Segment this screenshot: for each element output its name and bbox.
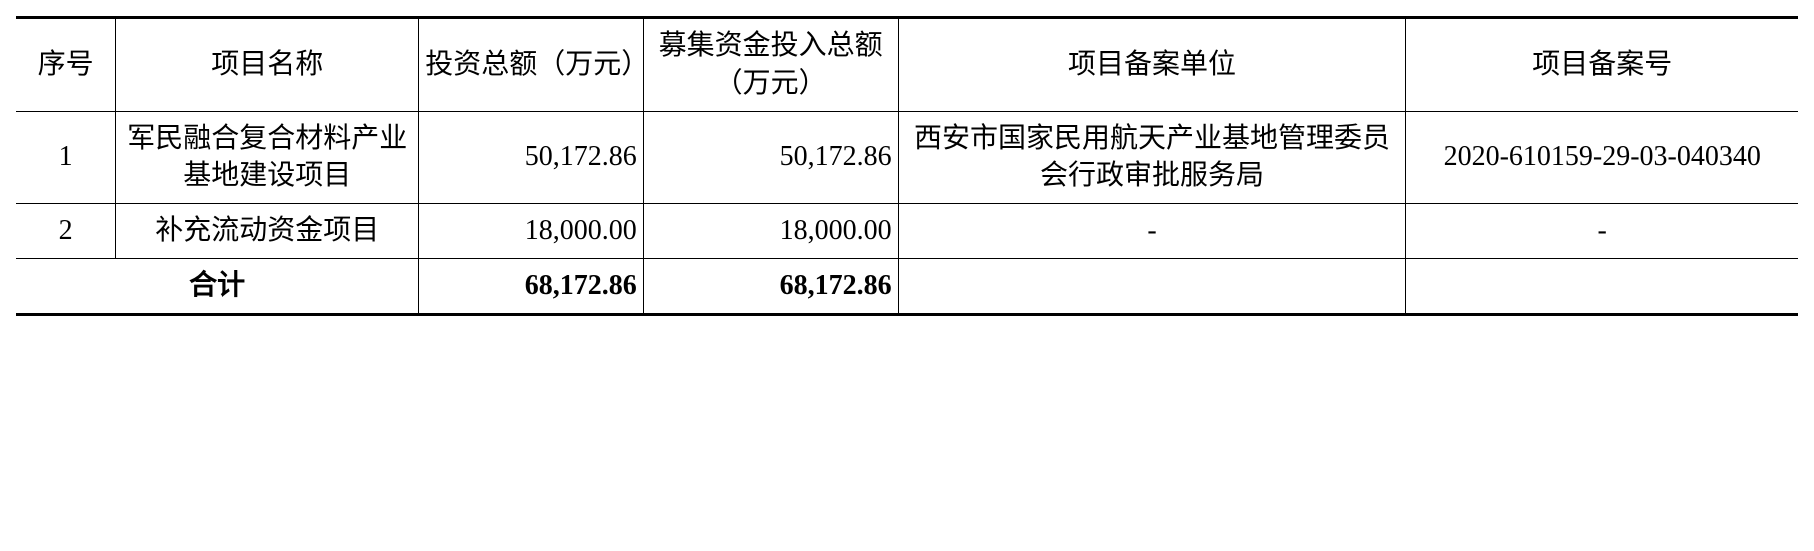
- cell-raised: 50,172.86: [643, 111, 898, 204]
- col-header-raised: 募集资金投入总额（万元）: [643, 18, 898, 112]
- cell-raised: 18,000.00: [643, 204, 898, 259]
- col-header-invest: 投资总额（万元）: [419, 18, 644, 112]
- footer-raised: 68,172.86: [643, 258, 898, 314]
- table-row: 1 军民融合复合材料产业基地建设项目 50,172.86 50,172.86 西…: [16, 111, 1798, 204]
- table-head: 序号 项目名称 投资总额（万元） 募集资金投入总额（万元） 项目备案单位 项目备…: [16, 18, 1798, 112]
- footer-invest: 68,172.86: [419, 258, 644, 314]
- col-header-fileno: 项目备案号: [1406, 18, 1798, 112]
- cell-unit: 西安市国家民用航天产业基地管理委员会行政审批服务局: [898, 111, 1406, 204]
- footer-label: 合计: [16, 258, 419, 314]
- cell-name: 补充流动资金项目: [116, 204, 419, 259]
- table-body: 1 军民融合复合材料产业基地建设项目 50,172.86 50,172.86 西…: [16, 111, 1798, 258]
- col-header-index: 序号: [16, 18, 116, 112]
- footer-empty-unit: [898, 258, 1406, 314]
- footer-empty-fileno: [1406, 258, 1798, 314]
- cell-unit: -: [898, 204, 1406, 259]
- table-row: 2 补充流动资金项目 18,000.00 18,000.00 - -: [16, 204, 1798, 259]
- cell-fileno: -: [1406, 204, 1798, 259]
- table-foot: 合计 68,172.86 68,172.86: [16, 258, 1798, 314]
- cell-name: 军民融合复合材料产业基地建设项目: [116, 111, 419, 204]
- cell-index: 1: [16, 111, 116, 204]
- cell-invest: 18,000.00: [419, 204, 644, 259]
- cell-invest: 50,172.86: [419, 111, 644, 204]
- projects-table: 序号 项目名称 投资总额（万元） 募集资金投入总额（万元） 项目备案单位 项目备…: [16, 16, 1798, 316]
- cell-index: 2: [16, 204, 116, 259]
- col-header-name: 项目名称: [116, 18, 419, 112]
- col-header-unit: 项目备案单位: [898, 18, 1406, 112]
- cell-fileno: 2020-610159-29-03-040340: [1406, 111, 1798, 204]
